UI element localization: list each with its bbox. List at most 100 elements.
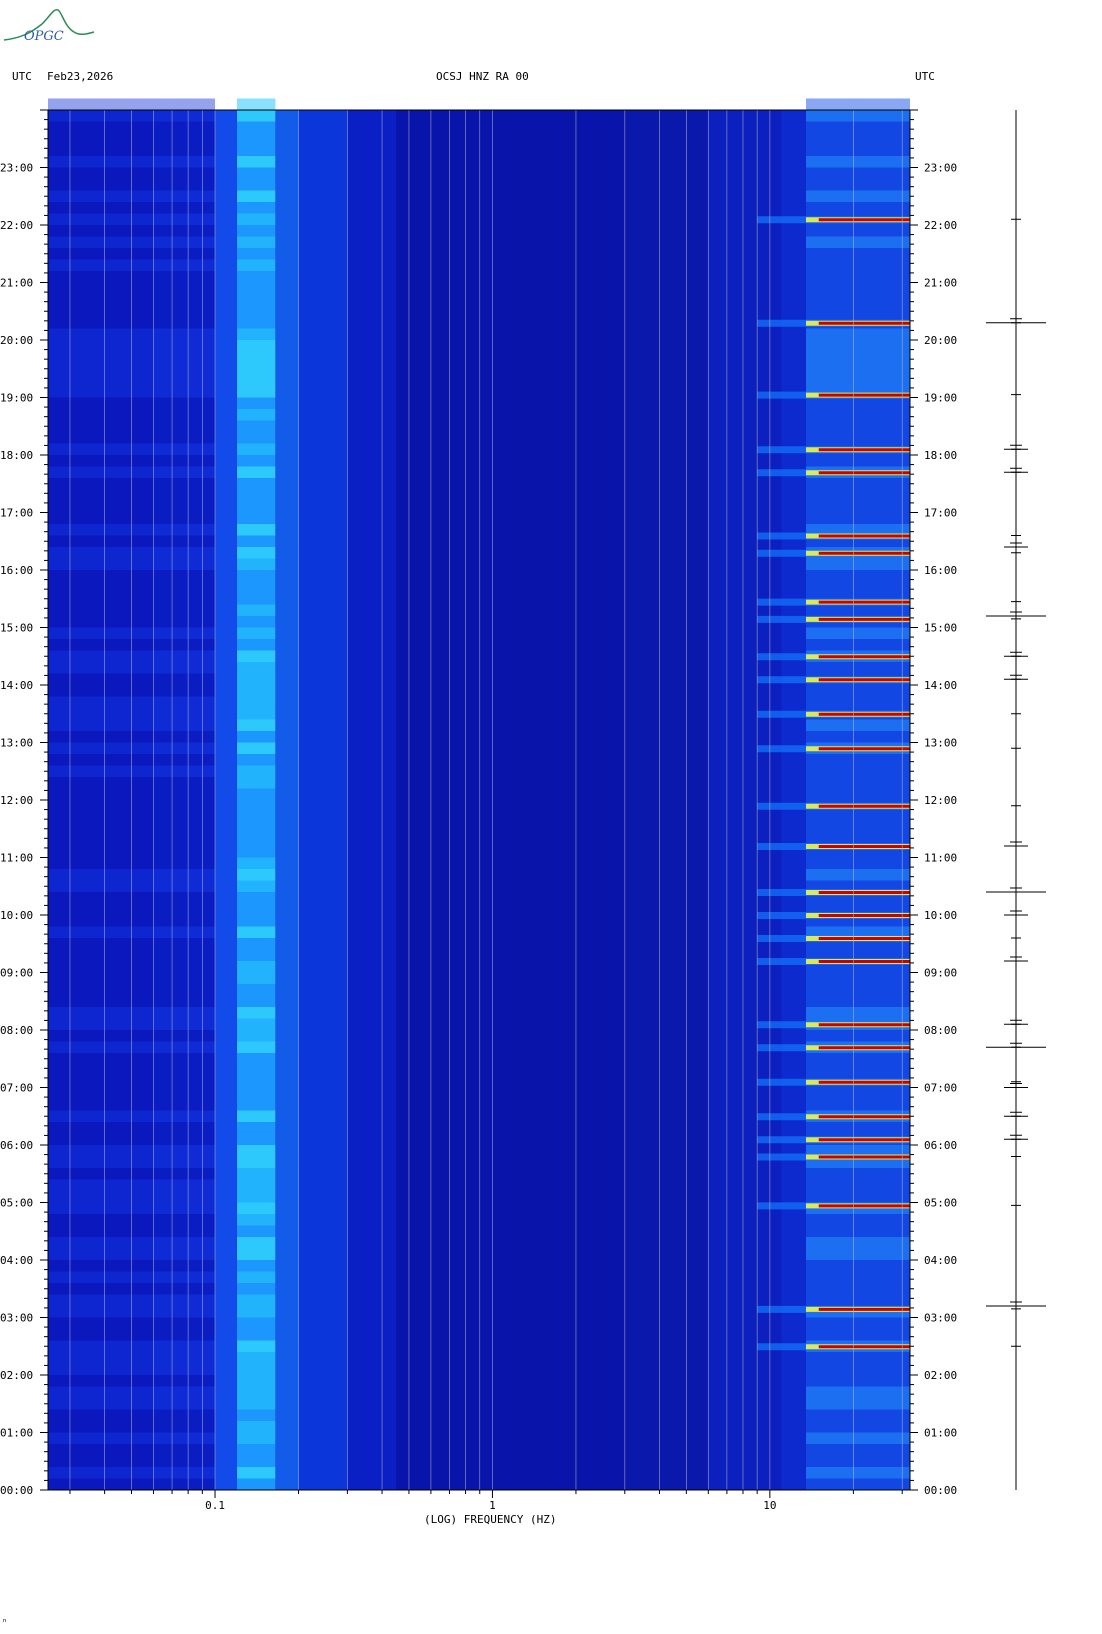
right-y-tick-label: 20:00	[924, 334, 957, 347]
microseism-texture	[236, 1099, 276, 1111]
microseism-texture	[236, 156, 276, 168]
microseism-texture	[236, 570, 276, 582]
microseism-texture	[236, 811, 276, 823]
highfreq-texture	[806, 765, 910, 777]
highfreq-texture	[806, 1030, 910, 1042]
microseism-texture	[236, 466, 276, 478]
left-y-tick-label: 12:00	[0, 794, 33, 807]
microseism-texture	[236, 719, 276, 731]
microseism-texture	[236, 271, 276, 283]
microseism-texture	[236, 1421, 276, 1433]
microseism-texture	[236, 282, 276, 294]
right-y-tick-label: 00:00	[924, 1484, 957, 1497]
highfreq-texture	[806, 98, 910, 110]
event-peak-4	[818, 471, 910, 475]
highfreq-texture	[806, 1225, 910, 1237]
right-y-tick-label: 21:00	[924, 277, 957, 290]
x-tick-label: 1	[489, 1499, 496, 1512]
microseism-texture	[236, 834, 276, 846]
microseism-texture	[236, 708, 276, 720]
microseism-texture	[236, 524, 276, 536]
event-peak-13	[818, 804, 910, 808]
highfreq-texture	[806, 581, 910, 593]
microseism-texture	[236, 984, 276, 996]
microseism-texture	[236, 593, 276, 605]
event-peak-2	[818, 393, 910, 397]
microseism-texture	[236, 604, 276, 616]
microseism-texture	[236, 1467, 276, 1479]
microseism-texture	[236, 880, 276, 892]
highfreq-texture	[806, 788, 910, 800]
left-y-tick-label: 10:00	[0, 909, 33, 922]
left-y-tick-label: 00:00	[0, 1484, 33, 1497]
microseism-texture	[236, 1007, 276, 1019]
highfreq-texture	[806, 1409, 910, 1421]
event-peak-0	[818, 218, 910, 222]
microseism-texture	[236, 190, 276, 202]
microseism-texture	[236, 650, 276, 662]
highfreq-texture	[806, 133, 910, 145]
right-y-tick-label: 18:00	[924, 449, 957, 462]
microseism-texture	[236, 501, 276, 513]
right-y-tick-label: 02:00	[924, 1369, 957, 1382]
microseism-texture	[236, 98, 276, 110]
microseism-texture	[236, 167, 276, 179]
microseism-texture	[236, 742, 276, 754]
highfreq-texture	[806, 1421, 910, 1433]
microseism-texture	[236, 443, 276, 455]
event-peak-1	[818, 321, 910, 325]
highfreq-texture	[806, 1352, 910, 1364]
microseism-texture	[236, 685, 276, 697]
microseism-texture	[236, 777, 276, 789]
event-peak-8	[818, 617, 910, 621]
microseism-texture	[236, 857, 276, 869]
microseism-texture	[236, 1064, 276, 1076]
highfreq-texture	[806, 512, 910, 524]
highfreq-texture	[806, 823, 910, 835]
microseism-texture	[236, 972, 276, 984]
right-y-tick-label: 07:00	[924, 1082, 957, 1095]
left-timezone-label: UTC	[12, 70, 32, 83]
microseism-texture	[236, 1214, 276, 1226]
left-y-tick-label: 06:00	[0, 1139, 33, 1152]
microseism-texture	[236, 179, 276, 191]
microseism-texture	[236, 374, 276, 386]
microseism-texture	[236, 696, 276, 708]
left-y-tick-label: 05:00	[0, 1197, 33, 1210]
microseism-texture	[236, 547, 276, 559]
event-peak-20	[818, 1046, 910, 1050]
x-tick-label: 10	[763, 1499, 776, 1512]
left-y-tick-label: 03:00	[0, 1312, 33, 1325]
event-peak-10	[818, 678, 910, 682]
highfreq-texture	[806, 834, 910, 846]
microseism-texture	[236, 926, 276, 938]
highfreq-texture	[806, 1455, 910, 1467]
frequency-band-0	[48, 110, 154, 1490]
highfreq-texture	[806, 455, 910, 467]
event-peak-7	[818, 600, 910, 604]
highfreq-texture	[806, 1122, 910, 1134]
highfreq-texture	[806, 1191, 910, 1203]
event-peak-24	[818, 1155, 910, 1159]
highfreq-texture	[806, 190, 910, 202]
frequency-band-6	[347, 110, 397, 1490]
microseism-texture	[236, 1478, 276, 1490]
microseism-texture	[236, 1145, 276, 1157]
microseism-texture	[236, 1455, 276, 1467]
microseism-texture	[236, 1432, 276, 1444]
highfreq-texture	[806, 1294, 910, 1306]
highfreq-texture	[806, 1271, 910, 1283]
microseism-texture	[236, 1363, 276, 1375]
microseism-texture	[236, 662, 276, 674]
event-peak-3	[818, 448, 910, 452]
microseism-texture	[236, 420, 276, 432]
highfreq-texture	[806, 984, 910, 996]
highfreq-texture	[806, 1053, 910, 1065]
microseism-texture	[236, 328, 276, 340]
microseism-texture	[236, 1237, 276, 1249]
microseism-texture	[236, 1030, 276, 1042]
microseism-texture	[236, 765, 276, 777]
highfreq-texture	[806, 972, 910, 984]
date-label: Feb23,2026	[47, 70, 114, 83]
event-peak-6	[818, 551, 910, 555]
